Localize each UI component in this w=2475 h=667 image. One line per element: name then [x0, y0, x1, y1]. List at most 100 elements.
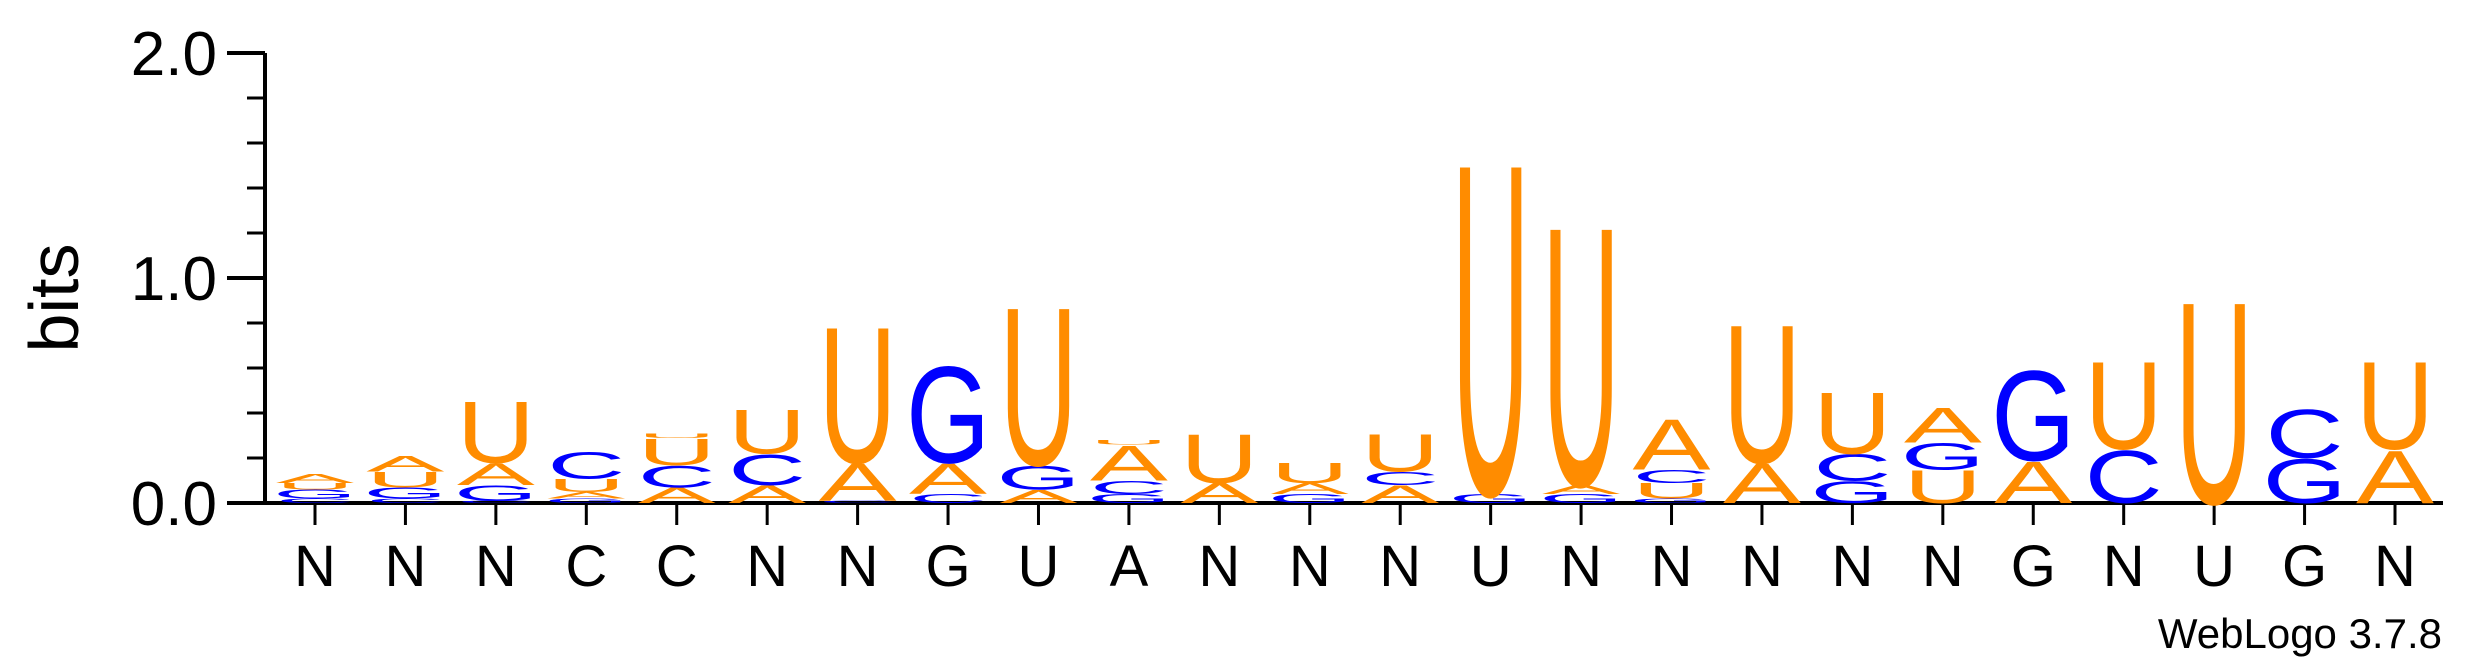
logo-letter-U-glyph: U — [638, 431, 716, 473]
x-tick-label: N — [384, 534, 426, 599]
logo-letter-G-glyph: G — [1539, 492, 1623, 506]
x-tick-label: N — [1741, 534, 1783, 599]
logo-letter-C: C — [1090, 477, 1168, 498]
logo-letter-U-glyph: U — [1180, 421, 1258, 498]
logo-letter-G-glyph: G — [1268, 492, 1352, 506]
logo-letter-U-glyph: U — [1633, 478, 1711, 503]
logo-letter-U-glyph: U — [1271, 457, 1349, 489]
logo-letter-C-glyph: C — [638, 459, 716, 494]
logo-letter-U-glyph: U — [2356, 335, 2434, 476]
x-tick-label: N — [294, 534, 336, 599]
logo-letter-G: G — [906, 339, 990, 493]
logo-letter-A-glyph: A — [999, 486, 1077, 507]
logo-letter-U-glyph: U — [638, 432, 716, 439]
x-tick-label: N — [746, 534, 788, 599]
logo-letter-C-glyph: C — [2085, 435, 2163, 519]
logo-letter-C: C — [909, 492, 987, 506]
logo-letter-C: C — [1813, 447, 1891, 489]
logo-letter-U-glyph: U — [276, 481, 354, 491]
logo-letter-G: G — [1629, 497, 1713, 504]
logo-letter-A-glyph: A — [276, 471, 355, 485]
logo-letter-U: U — [2175, 242, 2253, 565]
x-tick-label: N — [837, 534, 879, 599]
logo-letter-U: U — [1904, 461, 1982, 514]
logo-letter-G-glyph: G — [273, 487, 357, 501]
logo-letter-U: U — [276, 481, 354, 491]
logo-letter-A: A — [1994, 449, 2072, 516]
logo-letter-A-glyph: A — [728, 480, 807, 508]
logo-letter-C-glyph: C — [457, 500, 535, 503]
x-tick-label: N — [1198, 534, 1240, 599]
x-tick-label: N — [475, 534, 517, 599]
logo-letter-C-glyph: C — [276, 497, 354, 504]
logo-letter-A-glyph: A — [819, 453, 897, 512]
logo-letter-G-glyph: G — [1901, 436, 1985, 478]
logo-letter-A-glyph: A — [1904, 398, 1982, 454]
logo-letter-G: G — [2263, 446, 2347, 516]
logo-letter-A: A — [909, 454, 987, 503]
logo-letter-U-glyph: U — [728, 397, 806, 467]
logo-letter-A-glyph: A — [457, 457, 535, 492]
logo-letter-C: C — [2266, 396, 2344, 473]
y-tick-label: 0.0 — [131, 470, 217, 539]
logo-letter-C: C — [819, 500, 897, 503]
logo-letter-U-glyph: U — [1723, 284, 1801, 505]
logo-letter-A: A — [366, 452, 444, 477]
logo-letter-U-glyph: U — [999, 261, 1077, 514]
logo-letter-A: A — [1904, 398, 1982, 454]
logo-letter-G-glyph: G — [996, 458, 1080, 497]
logo-letter-U-glyph: U — [366, 467, 444, 492]
logo-letter-G: G — [1268, 492, 1352, 506]
logo-letter-U: U — [999, 261, 1077, 514]
logo-letter-C-glyph: C — [1633, 466, 1711, 487]
logo-letter-G-glyph: G — [1087, 492, 1171, 506]
x-tick-label: G — [2282, 534, 2327, 599]
x-tick-label: C — [656, 534, 698, 599]
logo-letter-A: A — [1633, 404, 1711, 485]
x-tick-label: U — [1018, 534, 1060, 599]
logo-letter-C-glyph: C — [547, 445, 625, 487]
logo-letter-G: G — [996, 458, 1080, 497]
logo-letter-U: U — [1723, 284, 1801, 505]
logo-letter-A: A — [999, 486, 1077, 507]
logo-letter-A: A — [547, 490, 626, 501]
logo-letter-U-glyph: U — [1904, 461, 1982, 514]
logo-letter-A-glyph: A — [1361, 480, 1440, 508]
logo-letter-U-glyph: U — [1813, 374, 1891, 472]
logo-letter-C-glyph: C — [2266, 396, 2344, 473]
logo-letter-U: U — [457, 383, 535, 481]
logo-letter-A-glyph: A — [1633, 404, 1711, 485]
logo-letter-A-glyph: A — [2356, 435, 2434, 519]
logo-letter-G: G — [1901, 436, 1985, 478]
logo-letter-C: C — [276, 497, 354, 504]
logo-letter-A: A — [1271, 480, 1349, 498]
watermark-label: WebLogo 3.7.8 — [2158, 610, 2442, 657]
logo-letter-A: A — [1723, 453, 1802, 516]
logo-letter-G: G — [363, 484, 447, 502]
logo-letter-U: U — [638, 432, 716, 439]
logo-letter-G: G — [1539, 492, 1623, 506]
logo-letter-U: U — [819, 287, 897, 505]
logo-letter-U: U — [1361, 424, 1439, 484]
logo-letter-U: U — [2356, 335, 2434, 476]
logo-letter-C: C — [457, 500, 535, 503]
logo-letter-A: A — [638, 483, 716, 508]
logo-letter-C-glyph: C — [819, 500, 897, 503]
x-tick-label: N — [2374, 534, 2416, 599]
logo-letter-G-glyph: G — [454, 481, 538, 506]
logo-letter-U: U — [1180, 421, 1258, 498]
logo-letter-U: U — [1090, 439, 1168, 446]
logo-letter-A: A — [2356, 435, 2434, 519]
logo-letter-G: G — [1449, 492, 1533, 506]
logo-letter-A-glyph: A — [1271, 480, 1349, 498]
logo-letter-C: C — [366, 497, 444, 504]
logo-letter-C-glyph: C — [728, 446, 806, 495]
logo-letter-G-glyph: G — [544, 497, 628, 504]
logo-letter-G: G — [544, 497, 628, 504]
logo-letter-A: A — [457, 457, 535, 492]
logo-letter-U: U — [547, 475, 625, 496]
logo-letter-U-glyph: U — [1090, 439, 1168, 446]
logo-letter-A: A — [728, 480, 807, 508]
logo-letter-U: U — [1813, 374, 1891, 472]
